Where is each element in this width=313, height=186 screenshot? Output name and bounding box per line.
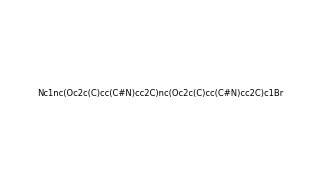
Text: Nc1nc(Oc2c(C)cc(C#N)cc2C)nc(Oc2c(C)cc(C#N)cc2C)c1Br: Nc1nc(Oc2c(C)cc(C#N)cc2C)nc(Oc2c(C)cc(C#… (37, 89, 284, 98)
